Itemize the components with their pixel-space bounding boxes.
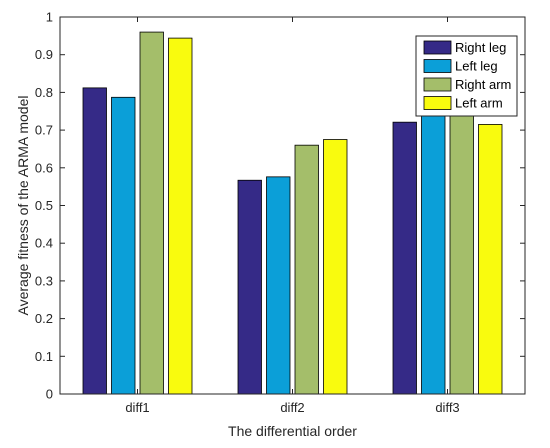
legend-swatch — [423, 40, 452, 55]
bar — [478, 124, 503, 395]
legend-swatch — [423, 96, 452, 110]
legend-label: Right arm — [455, 77, 511, 92]
legend-swatch — [423, 59, 452, 73]
y-tick-label: 0.7 — [35, 123, 53, 138]
bar — [323, 139, 348, 395]
bar — [421, 111, 446, 395]
bar — [82, 87, 107, 395]
y-tick-label: 0.5 — [35, 198, 53, 213]
x-tick-label: diff3 — [435, 400, 459, 415]
legend: Right leg Left leg Right arm Left arm — [415, 35, 518, 117]
x-axis-label: The differential order — [228, 423, 357, 439]
y-axis-ticks: 0 0.1 0.2 0.3 0.4 0.5 0.6 0.7 0.8 0.9 1 — [35, 10, 525, 402]
bar — [392, 121, 417, 395]
y-tick-label: 0.8 — [35, 85, 53, 100]
y-tick-label: 0.4 — [35, 236, 53, 251]
x-tick-label: diff2 — [280, 400, 304, 415]
y-tick-label: 0.2 — [35, 311, 53, 326]
y-tick-label: 0.9 — [35, 47, 53, 62]
legend-label: Left arm — [455, 96, 503, 111]
y-tick-label: 1 — [46, 10, 53, 25]
bar — [111, 96, 136, 395]
bar — [139, 31, 164, 395]
y-tick-label: 0 — [46, 387, 53, 402]
bar — [294, 144, 319, 395]
bar — [449, 113, 474, 395]
bars — [82, 31, 503, 395]
x-axis-ticks: diff1 diff2 diff3 — [125, 17, 460, 415]
y-tick-label: 0.6 — [35, 160, 53, 175]
x-tick-label: diff1 — [125, 400, 149, 415]
legend-label: Left leg — [455, 59, 498, 74]
bar — [266, 176, 291, 395]
bar — [237, 179, 262, 395]
legend-label: Right leg — [455, 40, 506, 55]
bar — [168, 37, 193, 395]
legend-swatch — [423, 77, 452, 92]
y-tick-label: 0.3 — [35, 273, 53, 288]
y-axis-label: Average fitness of the ARMA model — [15, 96, 31, 316]
y-tick-label: 0.1 — [35, 349, 53, 364]
